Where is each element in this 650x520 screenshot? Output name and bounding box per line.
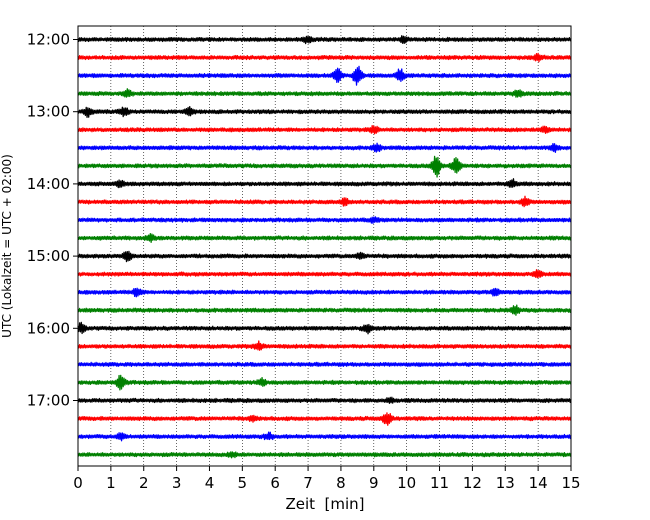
seismic-trace <box>77 125 572 135</box>
seismic-trace <box>77 304 572 316</box>
seismic-trace <box>77 321 572 335</box>
x-tick-label: 10 <box>397 474 416 492</box>
x-tick-label: 4 <box>205 474 215 492</box>
x-tick-label: 1 <box>106 474 116 492</box>
x-axis-label: Zeit [min] <box>285 495 364 513</box>
seismic-trace <box>77 374 572 391</box>
x-tick-label: 6 <box>270 474 280 492</box>
seismic-trace <box>77 287 572 298</box>
seismic-trace <box>77 250 572 263</box>
x-tick-label: 0 <box>73 474 83 492</box>
seismic-trace <box>77 216 572 224</box>
seismic-trace <box>77 178 572 189</box>
x-tick-label: 9 <box>369 474 379 492</box>
seismic-trace <box>77 412 572 426</box>
x-tick-label: 12 <box>463 474 482 492</box>
x-tick-label: 13 <box>496 474 515 492</box>
trace-group <box>77 35 572 459</box>
plot-frame <box>77 25 572 467</box>
seismic-trace <box>77 451 572 459</box>
seismic-trace <box>77 52 572 63</box>
seismic-trace <box>77 361 572 368</box>
y-tick-label: 14:00 <box>27 175 70 193</box>
x-tick-label: 8 <box>336 474 346 492</box>
seismic-trace <box>77 106 572 118</box>
x-tick-label: 3 <box>172 474 182 492</box>
seismic-trace <box>77 396 572 404</box>
x-tick-label: 7 <box>303 474 313 492</box>
x-tick-label: 14 <box>529 474 548 492</box>
y-tick-label: 15:00 <box>27 247 70 265</box>
seismic-trace <box>77 195 572 208</box>
y-tick-label: 12:00 <box>27 31 70 49</box>
y-tick-label: 17:00 <box>27 392 70 410</box>
y-axis-ticks: 12:00 13:00 14:00 15:00 16:00 17:00 <box>27 31 78 410</box>
seismic-trace <box>77 269 572 279</box>
x-tick-label: 5 <box>238 474 248 492</box>
seismic-trace <box>77 142 572 153</box>
seismic-trace <box>77 65 572 86</box>
plot-area-background <box>78 26 571 466</box>
y-tick-label: 13:00 <box>27 103 70 121</box>
seismic-trace <box>77 431 572 442</box>
y-tick-label: 16:00 <box>27 319 70 337</box>
seismic-trace <box>77 88 572 98</box>
x-tick-label: 11 <box>430 474 449 492</box>
seismic-trace <box>77 233 572 243</box>
grid-lines <box>110 26 539 466</box>
y-axis-label: UTC (Lokalzeit = UTC + 02:00) <box>0 154 14 338</box>
x-tick-label: 15 <box>561 474 580 492</box>
seismic-trace <box>77 340 572 351</box>
x-tick-label: 2 <box>139 474 149 492</box>
seismic-trace <box>77 155 572 178</box>
x-axis-ticks: 0 1 2 3 4 5 6 7 8 9 10 11 12 13 14 15 <box>73 466 581 492</box>
seismic-trace <box>77 35 572 45</box>
